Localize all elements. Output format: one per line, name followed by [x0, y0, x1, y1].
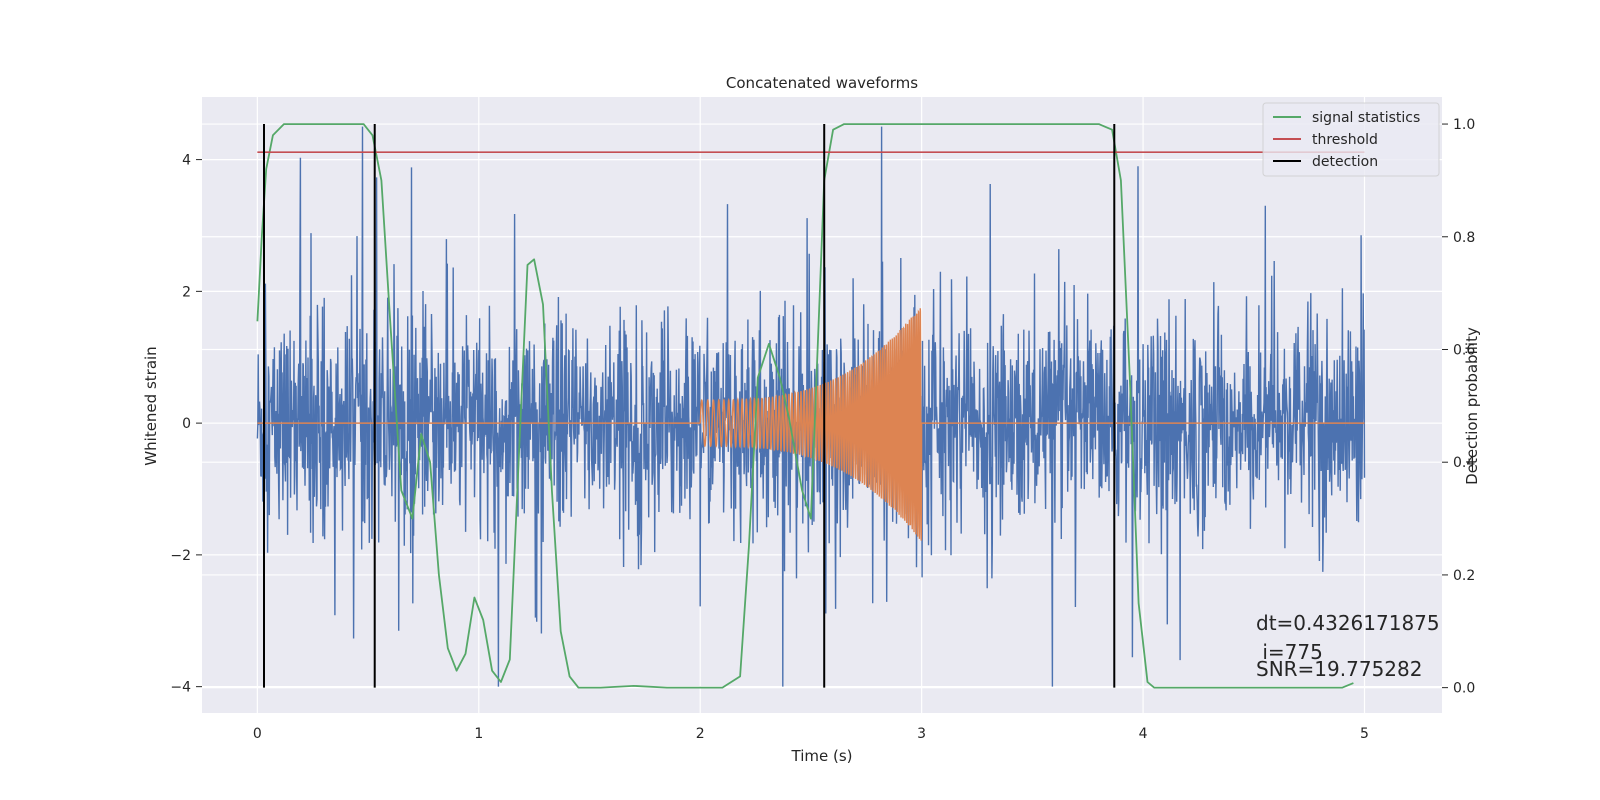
- y-axis-label: Whitened strain: [142, 346, 160, 465]
- annotation-snr: SNR=19.775282: [1256, 657, 1422, 681]
- annotation-dt: dt=0.4326171875: [1256, 611, 1440, 635]
- legend-label-threshold: threshold: [1312, 132, 1378, 148]
- plot-area: 0 1 2 3 4 5 −4 −2 0 2 4 0.0 0.2 0.4 0.6 0.8 1.0: [170, 97, 1475, 742]
- x-axis-label: Time (s): [791, 747, 853, 765]
- y-tick-label: 4: [182, 153, 191, 169]
- y-right-axis-label: Detection probability: [1463, 327, 1481, 485]
- y-right-tick-label: 0.6: [1453, 342, 1475, 358]
- x-tick-label: 3: [917, 726, 926, 742]
- legend-box: [1262, 102, 1440, 177]
- y-tick-label: −2: [170, 548, 191, 564]
- x-tick-label: 4: [1139, 726, 1148, 742]
- y-right-tick-label: 0.2: [1453, 568, 1475, 584]
- y-right-tick-label: 0.4: [1453, 455, 1475, 471]
- legend-label-signal-statistics: signal statistics: [1312, 110, 1420, 126]
- y-tick-label: −4: [170, 680, 191, 696]
- chart-title: Concatenated waveforms: [726, 74, 918, 92]
- series-chirp-line: [257, 308, 1365, 541]
- x-tick-label: 2: [696, 726, 705, 742]
- y-right-tick-label: 0.0: [1453, 681, 1475, 697]
- annotation-i: i=775: [1256, 640, 1323, 664]
- y-tick-label: 2: [182, 284, 191, 300]
- x-tick-label: 1: [474, 726, 483, 742]
- y-tick-label: 0: [182, 416, 191, 432]
- y-right-tick-label: 1.0: [1453, 117, 1475, 133]
- legend-label-detection: detection: [1312, 154, 1378, 170]
- y-right-tick-label: 0.8: [1453, 230, 1475, 246]
- x-tick-label: 0: [253, 726, 262, 742]
- series-signal-statistics-line: [256, 123, 1354, 689]
- x-tick-label: 5: [1360, 726, 1369, 742]
- legend: signal statistics threshold detection: [1262, 102, 1440, 177]
